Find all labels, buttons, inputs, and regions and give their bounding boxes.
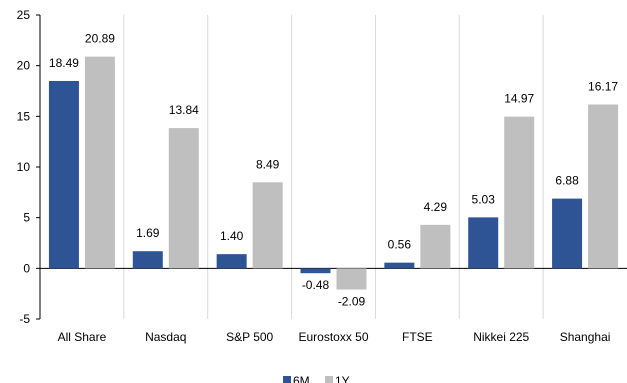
- bar-1y-5: [504, 116, 535, 269]
- x-tick-label: Shanghai: [560, 330, 611, 344]
- bar-1y-4: [420, 224, 451, 269]
- bar-1y-2: [252, 182, 283, 269]
- y-tick-label: 0: [23, 261, 30, 275]
- data-label: 20.89: [85, 32, 115, 46]
- data-label: 6.88: [555, 174, 579, 188]
- y-tick-label: 20: [17, 59, 31, 73]
- x-tick-label: Nasdaq: [145, 330, 186, 344]
- data-label: 14.97: [504, 92, 534, 106]
- data-label: 1.40: [220, 229, 244, 243]
- x-tick-label: S&P 500: [226, 330, 273, 344]
- bar-6m-5: [468, 217, 499, 269]
- data-label: 8.49: [256, 157, 280, 171]
- data-labels: 18.49 20.89 1.69 13.84 1.40 8.49 -0.48 -2.09 0.5…: [49, 32, 618, 309]
- bar-1y-3: [336, 268, 367, 290]
- data-label: 1.69: [136, 226, 160, 240]
- legend-swatch-1y: [325, 376, 333, 383]
- data-label: -0.48: [302, 278, 330, 292]
- y-tick-label: 5: [23, 211, 30, 225]
- y-tick-label: 15: [17, 109, 31, 123]
- x-tick-labels: All Share Nasdaq S&P 500 Eurostoxx 50 FTSE Ni…: [58, 330, 611, 344]
- x-tick-label: Nikkei 225: [473, 330, 529, 344]
- legend-swatch-6m: [283, 376, 291, 383]
- y-tick-label: -5: [19, 312, 30, 326]
- axes: [36, 14, 627, 320]
- bar-1y-0: [84, 56, 115, 269]
- bar-6m-1: [132, 251, 163, 269]
- data-label: 4.29: [424, 200, 448, 214]
- y-tick-label: 25: [17, 8, 31, 22]
- x-tick-label: Eurostoxx 50: [298, 330, 368, 344]
- x-tick-label: FTSE: [402, 330, 433, 344]
- data-label: 18.49: [49, 56, 79, 70]
- legend-label: 1Y: [335, 374, 350, 383]
- data-label: 16.17: [588, 79, 618, 93]
- bar-6m-4: [384, 262, 415, 269]
- bar-1y-1: [168, 128, 199, 269]
- bar-6m-3: [300, 268, 331, 274]
- data-label: 13.84: [169, 103, 199, 117]
- bar-1y-6: [588, 104, 619, 269]
- bar-6m-0: [48, 80, 79, 269]
- bars: [48, 56, 619, 290]
- data-label: 0.56: [388, 238, 412, 252]
- x-tick-label: All Share: [58, 330, 107, 344]
- y-tick-labels: -5 0 5 10 15 20 25: [17, 8, 31, 326]
- bar-6m-6: [552, 198, 583, 269]
- legend: 6M 1Y: [283, 374, 350, 383]
- bar-6m-2: [216, 254, 247, 269]
- y-tick-label: 10: [17, 160, 31, 174]
- legend-label: 6M: [293, 374, 310, 383]
- data-label: 5.03: [472, 192, 496, 206]
- data-label: -2.09: [338, 295, 366, 309]
